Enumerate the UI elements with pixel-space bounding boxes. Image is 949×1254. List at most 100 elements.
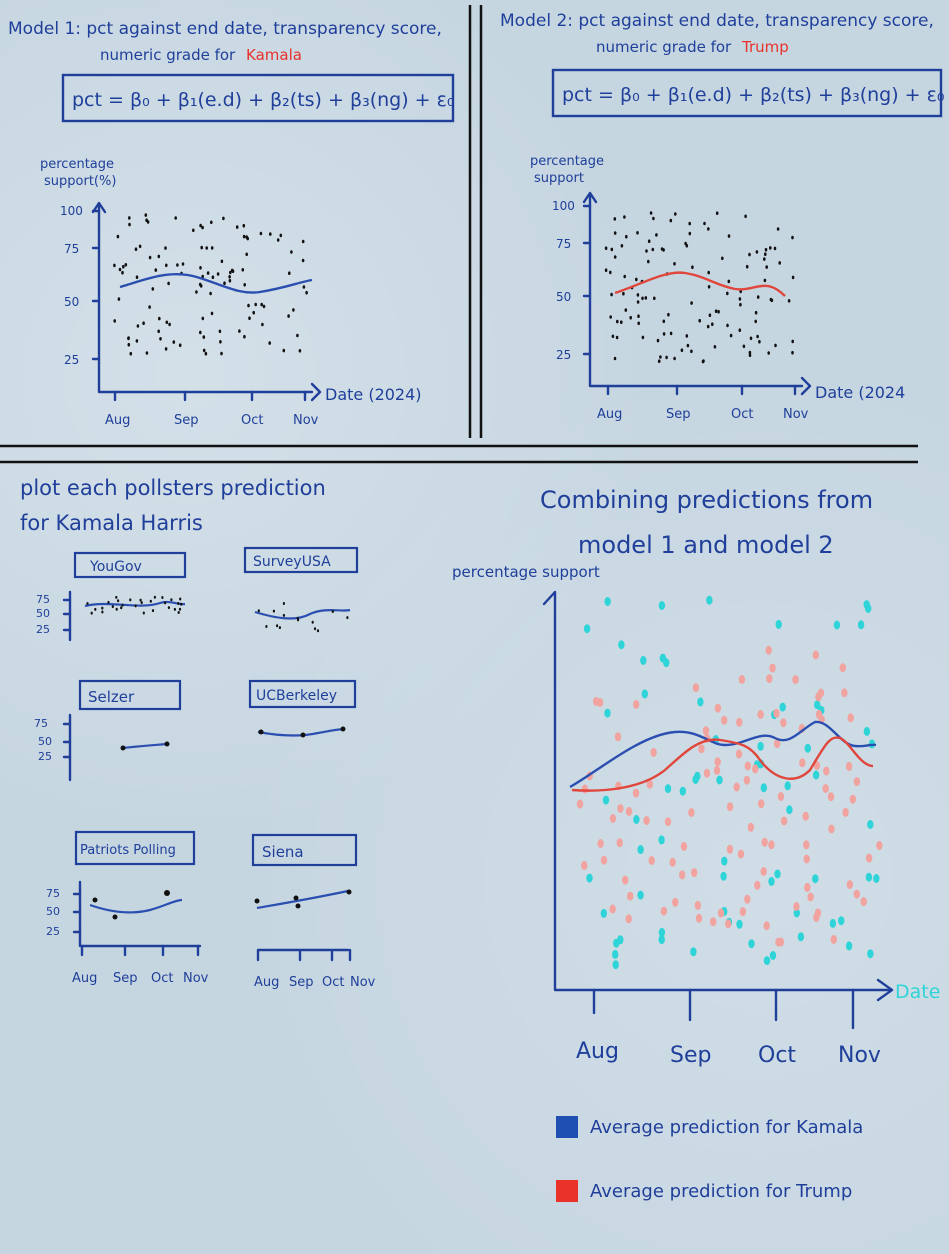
siena-point [293, 895, 299, 901]
selzer-yticks [62, 722, 72, 759]
model2-point [659, 355, 662, 359]
selzer-label-box [78, 679, 182, 711]
kamala-point [736, 919, 743, 929]
model2-point [690, 349, 693, 354]
yougov-point [129, 598, 132, 602]
trump-point [853, 777, 861, 787]
model2-point [711, 322, 714, 327]
model1-ylabel-line1: percentage [40, 157, 114, 172]
model2-point [764, 247, 768, 252]
trump-point [747, 822, 755, 832]
yougov-point [139, 598, 142, 602]
model1-point [292, 308, 295, 312]
model1-point [142, 321, 145, 326]
kamala-point [757, 741, 764, 751]
kamala-point [873, 874, 880, 883]
model1-point [157, 254, 161, 259]
model1-point [145, 218, 148, 222]
model2-point [624, 308, 628, 312]
model2-xtick-nov: Nov [783, 407, 809, 422]
trump-point [710, 917, 717, 927]
trump-point [617, 804, 624, 813]
trump-point [773, 739, 781, 749]
model1-point [174, 216, 177, 220]
model2-point [613, 255, 617, 259]
model1-point [301, 258, 305, 263]
trump-point [713, 765, 721, 775]
model1-point [127, 336, 130, 341]
model2-point [714, 309, 718, 314]
kamala-point [612, 960, 619, 970]
model1-point [254, 302, 257, 307]
model1-point [116, 234, 120, 239]
combined-panel: Combining predictions from model 1 and m… [452, 486, 940, 1202]
combined-xtick-aug: Aug [576, 1039, 619, 1064]
trump-point [780, 816, 788, 826]
siena-xtick-nov: Nov [350, 975, 376, 990]
model1-point [202, 335, 206, 339]
model2-ytick-50: 50 [556, 290, 571, 304]
model1-point [223, 281, 226, 286]
model2-point [623, 215, 626, 219]
surveyusa-point [346, 616, 349, 620]
trump-point [703, 768, 711, 778]
kamala-point [857, 620, 865, 630]
kamala-point [833, 620, 841, 630]
model2-point [667, 312, 670, 317]
ucberkeley-label-box [248, 679, 357, 709]
kamala-point [784, 781, 791, 791]
trump-point [627, 891, 634, 901]
trump-point [680, 841, 688, 851]
yougov-point [134, 604, 137, 608]
trump-point [804, 882, 811, 892]
trump-point [803, 840, 810, 850]
yougov-point [115, 607, 118, 611]
trump-point [773, 708, 780, 718]
trump-point [860, 897, 867, 907]
model2-point [657, 359, 661, 364]
model1-panel: Model 1: pct against end date, transpare… [8, 19, 455, 428]
trump-point [803, 854, 810, 864]
yougov-point [101, 606, 104, 610]
model2-point [613, 356, 617, 361]
model2-fit-curve [614, 271, 786, 297]
kamala-point [793, 908, 800, 918]
trump-point [823, 766, 830, 776]
trump-point [625, 914, 632, 924]
trump-point [757, 710, 764, 719]
siena-xtick-oct: Oct [322, 975, 344, 990]
trump-point [609, 814, 617, 823]
model1-point [279, 233, 283, 238]
surveyusa-point [316, 629, 320, 633]
model2-point [738, 297, 742, 301]
kamala-point [786, 805, 793, 815]
model1-xticks [113, 390, 307, 402]
model1-point [248, 316, 251, 321]
model2-point [620, 320, 623, 325]
model1-point [158, 316, 161, 321]
model1-point [178, 343, 182, 348]
trump-point [842, 807, 849, 817]
model1-point [206, 271, 210, 275]
kamala-point [865, 872, 873, 882]
kamala-point [583, 624, 591, 634]
model1-point [117, 297, 121, 301]
kamala-point [720, 871, 727, 881]
model1-point [242, 223, 246, 228]
model2-point [647, 259, 650, 264]
model1-fit-curve [119, 273, 313, 294]
model1-point [168, 322, 171, 327]
model1-point [145, 351, 149, 355]
model2-point [688, 221, 691, 226]
model1-xlabel: Date (2024) [325, 385, 422, 404]
patriots-xtick-aug: Aug [72, 971, 97, 986]
model2-ylabel-line1: percentage [530, 154, 604, 169]
model1-point [246, 236, 249, 241]
model2-point [604, 246, 608, 250]
model2-axes [588, 193, 804, 388]
trump-point [643, 816, 650, 825]
model1-point [241, 268, 245, 272]
patriots-point [164, 890, 170, 896]
kamala-point [637, 845, 644, 855]
trump-point [688, 808, 695, 817]
